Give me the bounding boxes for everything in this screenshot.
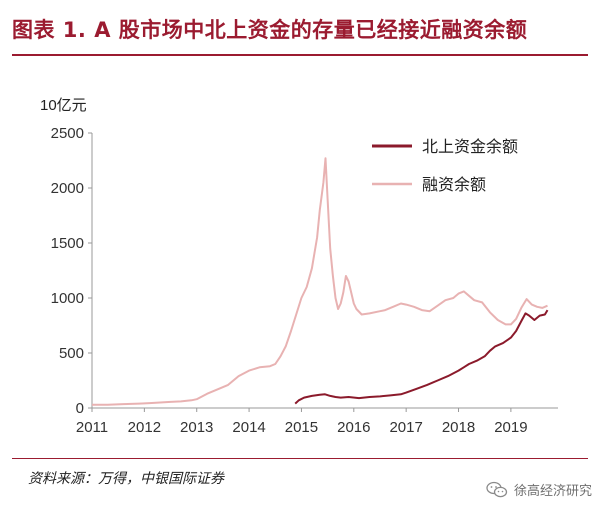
x-tick-label: 2019 xyxy=(494,419,527,436)
y-tick-label: 2000 xyxy=(51,180,84,197)
line-chart: 10亿元 0 500 1000 1500 2000 2500 2011 2012 2013 201… xyxy=(40,97,558,436)
x-tick-label: 2012 xyxy=(128,419,161,436)
x-tick-label: 2011 xyxy=(76,419,108,436)
series-layer xyxy=(92,157,549,406)
source-note: 资料来源：万得，中银国际证券 xyxy=(28,471,224,487)
watermark: 徐高经济研究 xyxy=(486,480,592,499)
series-line-margin-balance xyxy=(92,157,548,406)
x-tick-label: 2014 xyxy=(232,419,265,436)
wechat-icon xyxy=(486,481,508,497)
chart-title: 图表 1. A 股市场中北上资金的存量已经接近融资余额 xyxy=(12,18,528,42)
y-tick-label: 1500 xyxy=(51,235,84,252)
series-line-northbound-balance xyxy=(294,309,549,405)
footer-divider xyxy=(12,458,588,459)
y-axis-unit-label: 10亿元 xyxy=(40,97,87,114)
x-tick-label: 2018 xyxy=(442,419,475,436)
y-tick-label: 2500 xyxy=(51,125,84,142)
x-tick-label: 2017 xyxy=(389,419,422,436)
x-tick-label: 2016 xyxy=(337,419,370,436)
legend-label-margin-balance: 融资余额 xyxy=(422,175,486,194)
x-tick-label: 2013 xyxy=(180,419,213,436)
axes: 0 500 1000 1500 2000 2500 2011 2012 2013 2014 2015… xyxy=(51,125,558,436)
y-tick-label: 1000 xyxy=(51,290,84,307)
legend-label-northbound-balance: 北上资金余额 xyxy=(422,137,518,156)
x-tick-label: 2015 xyxy=(285,419,318,436)
y-tick-label: 500 xyxy=(59,345,84,362)
watermark-text: 徐高经济研究 xyxy=(513,484,592,499)
y-tick-label: 0 xyxy=(76,400,84,417)
title-divider xyxy=(12,54,588,56)
